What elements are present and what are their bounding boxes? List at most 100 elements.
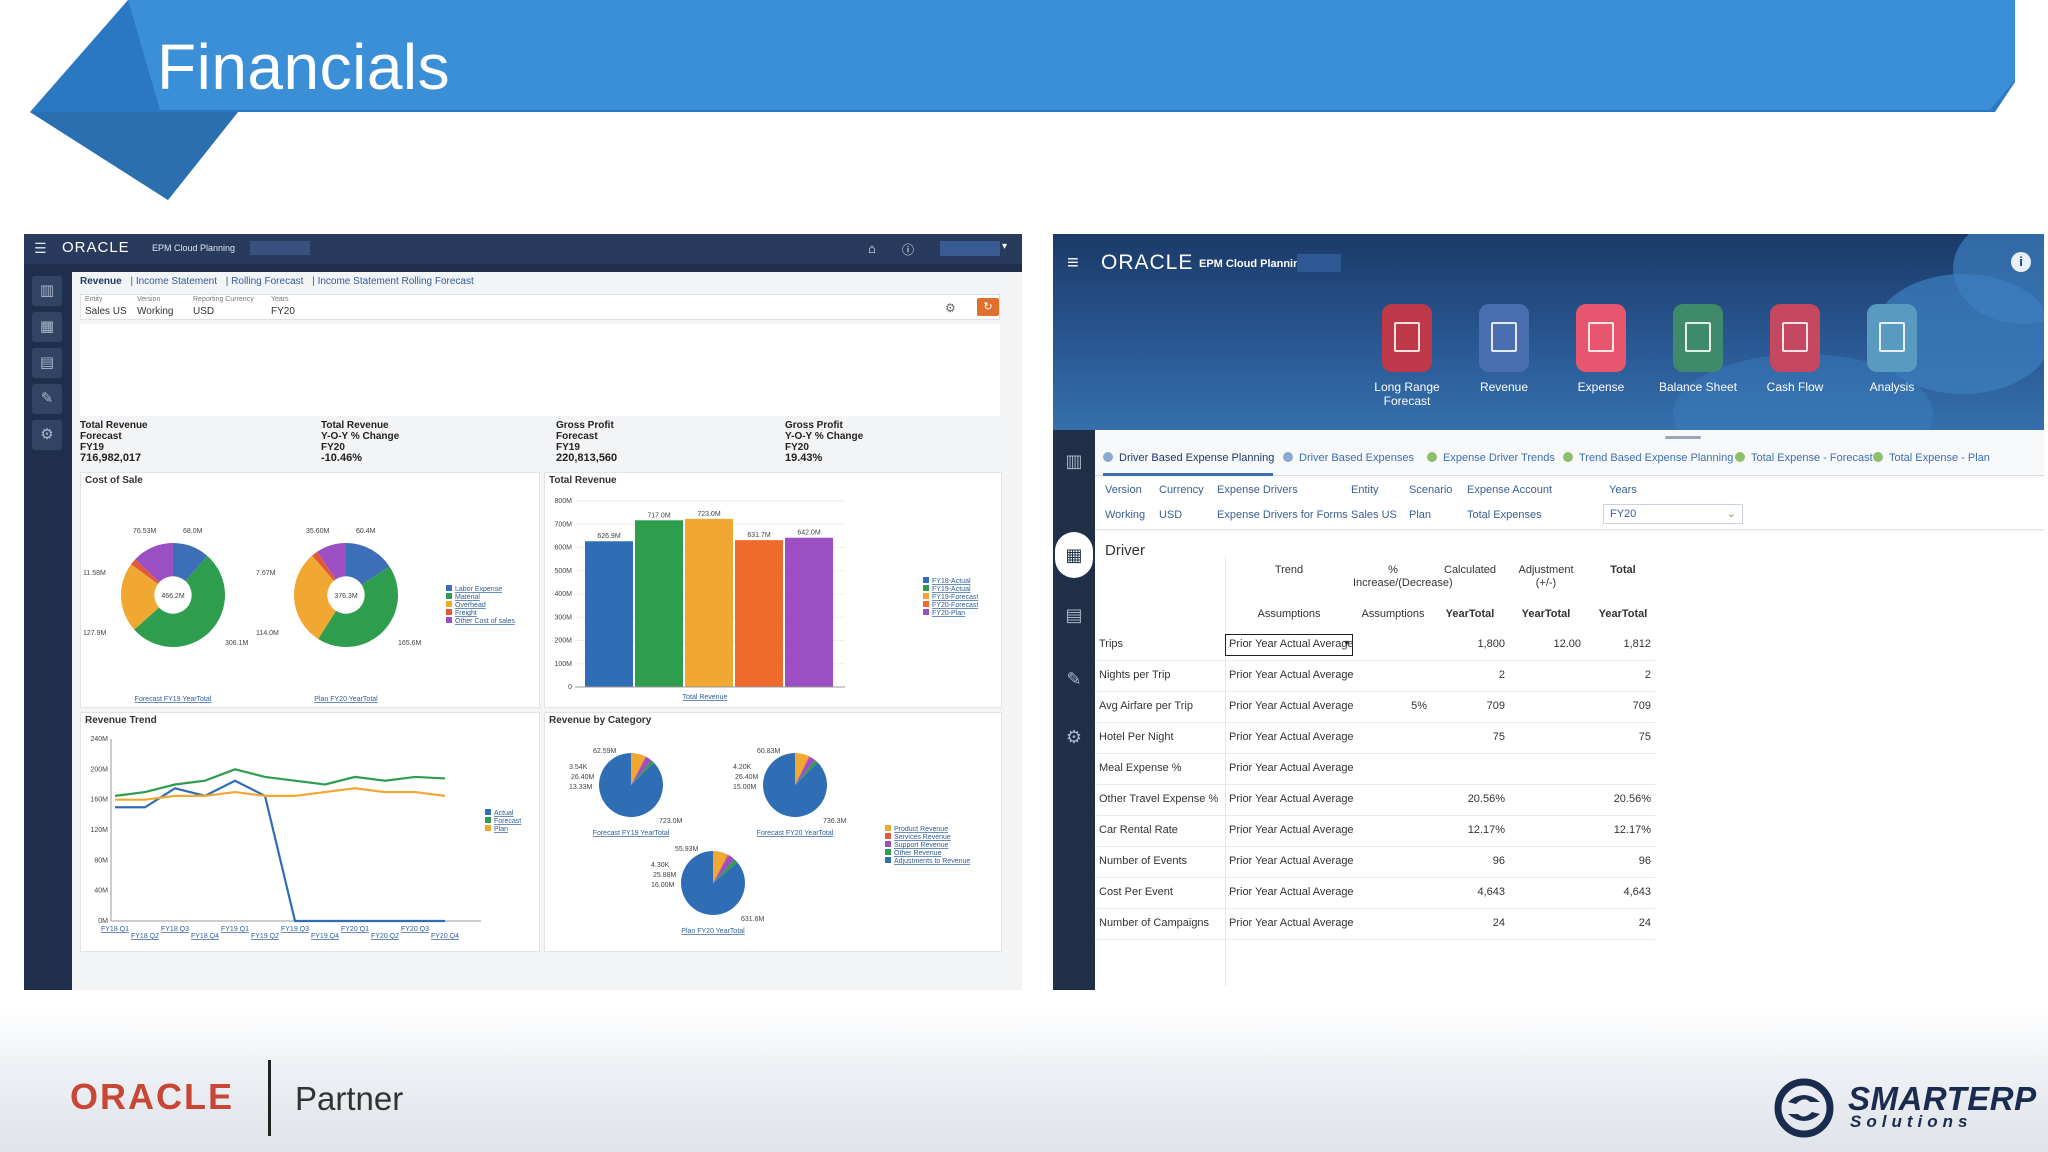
- chart-icon: [1873, 452, 1883, 462]
- years-select[interactable]: FY20 ⌄: [1603, 504, 1743, 524]
- smart-erp-wordmark: SMARTERP: [1848, 1080, 2037, 1117]
- refresh-icon[interactable]: ↻: [977, 298, 999, 316]
- tab-total-expense-forecast[interactable]: Total Expense - Forecast: [1735, 452, 1873, 464]
- revenue-category-pie-slice: [713, 854, 729, 883]
- card-cash-flow[interactable]: Cash Flow: [1755, 304, 1835, 394]
- trend-cell[interactable]: Prior Year Actual Average: [1229, 762, 1354, 774]
- row-divider: [1095, 846, 1655, 847]
- total-cell[interactable]: 12.17%: [1613, 824, 1651, 836]
- edit-icon[interactable]: ✎: [32, 384, 62, 414]
- calculated-cell[interactable]: 1,800: [1477, 638, 1505, 650]
- tab-total-expense-plan[interactable]: Total Expense - Plan: [1873, 452, 1990, 464]
- tab-rolling-forecast[interactable]: | Rolling Forecast: [225, 276, 304, 287]
- dashboard-icon[interactable]: ▥: [32, 276, 62, 306]
- active-tab-underline: [1103, 473, 1273, 476]
- legend-label: FY18-Actual: [932, 578, 971, 585]
- y-tick-label: 500M: [554, 568, 572, 575]
- pov-value-years[interactable]: FY20: [271, 306, 295, 317]
- app-name: EPM Cloud Planning:: [1199, 258, 1311, 270]
- trend-cell[interactable]: Prior Year Actual Average: [1229, 731, 1354, 743]
- total-cell[interactable]: 20.56%: [1613, 793, 1651, 805]
- hamburger-menu-icon[interactable]: ☰: [34, 240, 47, 256]
- col-header-total: Total: [1610, 564, 1636, 576]
- trend-cell[interactable]: Prior Year Actual Average: [1229, 855, 1354, 867]
- user-menu[interactable]: [940, 241, 1000, 256]
- pov-value-entity[interactable]: Sales US: [1351, 509, 1397, 521]
- tab-label: Driver Based Expense Planning: [1119, 452, 1275, 464]
- tab-expense-driver-trends[interactable]: Expense Driver Trends: [1427, 452, 1555, 464]
- bar-data-label: 642.0M: [797, 530, 821, 537]
- legend-swatch: [885, 833, 891, 839]
- pov-value-version[interactable]: Working: [1105, 509, 1146, 521]
- card-balance-sheet[interactable]: Balance Sheet: [1658, 304, 1738, 394]
- pov-value-currency[interactable]: USD: [1159, 509, 1183, 521]
- card-expense[interactable]: Expense: [1561, 304, 1641, 394]
- pov-value-expense-drivers[interactable]: Expense Drivers for Forms: [1217, 509, 1348, 521]
- rules-icon[interactable]: ⚙: [32, 420, 62, 450]
- tab-driver-based-expense-planning[interactable]: Driver Based Expense Planning: [1103, 452, 1274, 464]
- calculated-cell[interactable]: 12.17%: [1467, 824, 1505, 836]
- calculated-cell[interactable]: 75: [1492, 731, 1505, 743]
- trend-cell[interactable]: Prior Year Actual Average: [1229, 793, 1354, 805]
- pie-data-label: 60.83M: [757, 748, 781, 755]
- calculated-cell[interactable]: 2: [1498, 669, 1505, 681]
- card-long-range-forecast[interactable]: Long Range Forecast: [1367, 304, 1447, 408]
- x-tick-label: FY18 Q3: [161, 926, 189, 933]
- panel-title: Total Revenue: [549, 475, 617, 486]
- pov-value-version[interactable]: Working: [137, 306, 174, 317]
- trend-cell[interactable]: Prior Year Actual Average: [1229, 669, 1354, 681]
- total-cell[interactable]: 24: [1638, 917, 1651, 929]
- total-cell[interactable]: 75: [1638, 731, 1651, 743]
- trend-cell[interactable]: Prior Year Actual Average: [1229, 886, 1354, 898]
- adjustment-cell[interactable]: 12.00: [1553, 638, 1581, 650]
- rules-icon[interactable]: ⚙: [1065, 727, 1083, 747]
- card-analysis[interactable]: Analysis: [1852, 304, 1932, 394]
- total-cell[interactable]: 2: [1644, 669, 1651, 681]
- trend-dropdown[interactable]: ▾: [1225, 634, 1353, 656]
- card-revenue[interactable]: Revenue: [1464, 304, 1544, 394]
- forms-icon[interactable]: ▦: [32, 312, 62, 342]
- chart-icon[interactable]: ▤: [32, 348, 62, 378]
- pov-value-expense-account[interactable]: Total Expenses: [1467, 509, 1542, 521]
- tab-revenue[interactable]: Revenue: [80, 276, 122, 287]
- tab-income-statement-rolling-forecast[interactable]: | Income Statement Rolling Forecast: [312, 276, 474, 287]
- pct-cell[interactable]: 5%: [1411, 700, 1427, 712]
- slide-footer: [0, 1010, 2048, 1152]
- calculated-cell[interactable]: 20.56%: [1467, 793, 1505, 805]
- calculated-cell[interactable]: 4,643: [1477, 886, 1505, 898]
- tab-income-statement[interactable]: | Income Statement: [130, 276, 217, 287]
- forms-icon[interactable]: ▦: [1065, 545, 1083, 565]
- chart-icon: [1735, 452, 1745, 462]
- total-cell[interactable]: 709: [1632, 700, 1651, 712]
- tab-driver-based-expenses[interactable]: Driver Based Expenses: [1283, 452, 1414, 464]
- total-cell[interactable]: 1,812: [1623, 638, 1651, 650]
- pov-value-scenario[interactable]: Plan: [1409, 509, 1432, 521]
- oracle-logo: ORACLE: [1101, 251, 1194, 274]
- y-tick-label: 400M: [554, 591, 572, 598]
- calculated-cell[interactable]: 96: [1492, 855, 1505, 867]
- total-cell[interactable]: 4,643: [1623, 886, 1651, 898]
- chevron-down-icon[interactable]: ▾: [1002, 241, 1008, 252]
- total-cell[interactable]: 96: [1638, 855, 1651, 867]
- trend-cell[interactable]: Prior Year Actual Average: [1229, 917, 1354, 929]
- info-icon[interactable]: i: [2011, 252, 2031, 272]
- trend-cell[interactable]: Prior Year Actual Average: [1229, 638, 1354, 650]
- legend-label: Plan: [494, 826, 508, 833]
- dashboard-icon[interactable]: ▥: [1065, 451, 1083, 471]
- settings-icon[interactable]: ⚙: [945, 301, 956, 315]
- home-icon[interactable]: ⌂: [868, 241, 876, 256]
- tab-trend-based-expense-planning[interactable]: Trend Based Expense Planning: [1563, 452, 1733, 464]
- hamburger-menu-icon[interactable]: ≡: [1067, 252, 1079, 274]
- calculated-cell[interactable]: 709: [1486, 700, 1505, 712]
- chart-icon[interactable]: ▤: [1065, 605, 1083, 625]
- trend-cell[interactable]: Prior Year Actual Average: [1229, 700, 1354, 712]
- row-label: Nights per Trip: [1099, 669, 1171, 681]
- drag-handle[interactable]: [1665, 436, 1701, 439]
- pov-value-entity[interactable]: Sales US: [85, 306, 127, 317]
- pov-value-currency[interactable]: USD: [193, 306, 215, 317]
- trend-cell[interactable]: Prior Year Actual Average: [1229, 824, 1354, 836]
- edit-icon[interactable]: ✎: [1066, 669, 1082, 689]
- calculated-cell[interactable]: 24: [1492, 917, 1505, 929]
- info-icon[interactable]: ⓘ: [902, 243, 915, 257]
- left-app-topbar: ☰ ORACLE EPM Cloud Planning ⌂ ⓘ ▾: [24, 234, 1022, 264]
